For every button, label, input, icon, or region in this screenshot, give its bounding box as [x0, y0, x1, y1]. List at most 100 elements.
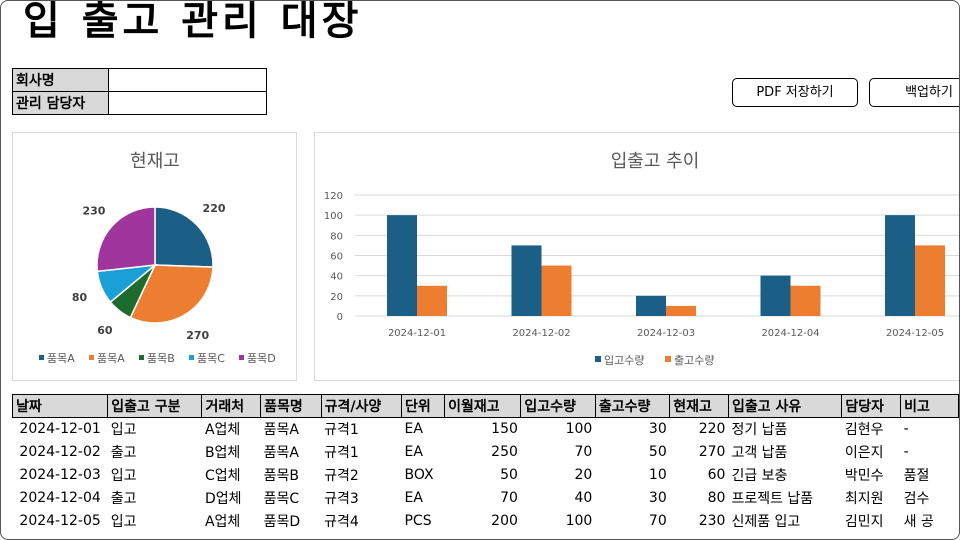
bar[interactable]: [885, 215, 915, 316]
table-cell[interactable]: C업체: [204, 468, 241, 484]
table-cell[interactable]: 품절: [903, 468, 930, 484]
column-header[interactable]: 단위: [400, 394, 446, 418]
table-cell[interactable]: 2024-12-04: [19, 490, 101, 506]
column-header[interactable]: 거래처: [201, 394, 262, 418]
table-cell[interactable]: BOX: [404, 467, 434, 483]
table-cell[interactable]: 규격2: [324, 468, 359, 484]
table-cell[interactable]: 20: [574, 467, 593, 483]
table-cell[interactable]: 신제품 입고: [731, 514, 801, 530]
table-cell[interactable]: 100: [565, 513, 593, 529]
table-cell[interactable]: 150: [491, 421, 518, 438]
table-cell[interactable]: 70: [574, 444, 593, 460]
table-cell[interactable]: 출고: [110, 491, 137, 507]
bar[interactable]: [666, 305, 696, 316]
table-cell[interactable]: 김현우: [844, 422, 884, 439]
table-cell[interactable]: 250: [491, 444, 518, 460]
table-cell[interactable]: 고객 납품: [731, 445, 788, 461]
table-cell[interactable]: 정기 납품: [731, 422, 788, 439]
company-field[interactable]: [108, 68, 267, 92]
table-cell[interactable]: 규격4: [324, 514, 359, 530]
backup-button[interactable]: 백업하기: [869, 78, 959, 107]
column-header[interactable]: 입출고 사유: [727, 394, 843, 418]
pie-data-label: 270: [186, 329, 209, 342]
bar[interactable]: [760, 275, 791, 316]
bar[interactable]: [915, 245, 945, 316]
table-cell[interactable]: 입고: [110, 514, 137, 530]
table-cell[interactable]: -: [903, 421, 909, 438]
table-cell[interactable]: 80: [707, 490, 726, 506]
table-cell[interactable]: 2024-12-03: [19, 467, 101, 483]
table-cell[interactable]: 40: [574, 490, 593, 506]
table-cell[interactable]: EA: [404, 490, 423, 506]
column-header[interactable]: 담당자: [841, 394, 902, 418]
column-header[interactable]: 규격/사양: [320, 394, 402, 418]
column-header[interactable]: 현재고: [669, 394, 729, 418]
table-cell[interactable]: 프로젝트 납품: [731, 491, 814, 507]
table-cell[interactable]: 270: [698, 444, 726, 460]
table-cell[interactable]: 220: [698, 421, 726, 438]
column-header[interactable]: 입출고 구분: [107, 394, 203, 418]
table-cell[interactable]: PCS: [404, 513, 432, 529]
table-cell[interactable]: 새 공: [903, 514, 934, 530]
table-cell[interactable]: 김민지: [844, 514, 884, 530]
stock-pie-chart[interactable]: 현재고 220 270 60 80 230 품목A 품목A 품목B 품목C 품목D: [12, 132, 297, 381]
bar[interactable]: [417, 285, 447, 316]
manager-field[interactable]: [108, 91, 267, 115]
column-header[interactable]: 출고수량: [594, 394, 671, 418]
table-cell[interactable]: 출고: [110, 445, 137, 461]
pie-slice[interactable]: [154, 206, 214, 268]
table-cell[interactable]: 품목A: [263, 422, 299, 439]
table-cell[interactable]: 규격1: [324, 445, 359, 461]
pie-legend-label: 품목C: [197, 352, 225, 365]
table-cell[interactable]: 60: [707, 467, 726, 483]
table-cell[interactable]: A업체: [204, 514, 241, 530]
table-cell[interactable]: 규격1: [324, 422, 359, 439]
table-cell[interactable]: 100: [565, 421, 593, 438]
table-cell[interactable]: 품목D: [263, 514, 301, 530]
table-cell[interactable]: 10: [648, 467, 667, 483]
table-cell[interactable]: 30: [648, 421, 667, 438]
table-cell[interactable]: 품목B: [263, 468, 300, 484]
column-header[interactable]: 날짜: [11, 394, 109, 418]
table-cell[interactable]: 2024-12-02: [19, 444, 101, 460]
pie-slice[interactable]: [129, 264, 214, 324]
pie-slice[interactable]: [96, 206, 156, 273]
table-cell[interactable]: 200: [491, 513, 518, 529]
table-cell[interactable]: 박민수: [844, 468, 884, 484]
bar[interactable]: [511, 245, 542, 316]
table-cell[interactable]: 2024-12-05: [19, 513, 101, 529]
bar[interactable]: [541, 265, 572, 316]
table-cell[interactable]: 30: [648, 490, 667, 506]
column-header[interactable]: 입고수량: [520, 394, 596, 418]
table-cell[interactable]: 검수: [903, 491, 930, 507]
table-cell[interactable]: EA: [404, 444, 423, 460]
table-cell[interactable]: 입고: [110, 468, 137, 484]
table-cell[interactable]: 최지원: [844, 491, 884, 507]
bar[interactable]: [387, 215, 417, 316]
table-cell[interactable]: 이은지: [844, 445, 884, 461]
table-cell[interactable]: D업체: [204, 491, 242, 507]
bar[interactable]: [636, 295, 666, 316]
inout-table: 날짜 입출고 구분 거래처 품목명 규격/사양 단위 이월재고 입고수량 출고수량 현재고 입출고 …: [11, 394, 959, 533]
table-cell[interactable]: A업체: [204, 422, 241, 439]
bar[interactable]: [790, 285, 821, 316]
column-header[interactable]: 이월재고: [444, 394, 522, 418]
table-cell[interactable]: 230: [698, 513, 726, 529]
table-cell[interactable]: -: [903, 444, 909, 460]
table-cell[interactable]: 긴급 보충: [731, 468, 788, 484]
table-cell[interactable]: 70: [500, 490, 518, 506]
inout-bar-chart[interactable]: 입출고 추이 0 20 40 60 80 100 120 2024-12-01 2024-12-0…: [314, 132, 959, 381]
table-cell[interactable]: 70: [648, 513, 667, 529]
column-header[interactable]: 품목명: [260, 394, 322, 418]
table-cell[interactable]: 50: [500, 467, 518, 483]
table-cell[interactable]: 입고: [110, 422, 137, 439]
column-header[interactable]: 비고: [900, 394, 959, 418]
table-cell[interactable]: 규격3: [324, 491, 359, 507]
table-cell[interactable]: 품목C: [263, 491, 300, 507]
table-cell[interactable]: EA: [404, 421, 423, 438]
table-cell[interactable]: 품목A: [263, 445, 299, 461]
save-pdf-button[interactable]: PDF 저장하기: [732, 78, 858, 107]
table-cell[interactable]: 50: [648, 444, 667, 460]
table-cell[interactable]: 2024-12-01: [19, 421, 101, 438]
table-cell[interactable]: B업체: [204, 445, 241, 461]
